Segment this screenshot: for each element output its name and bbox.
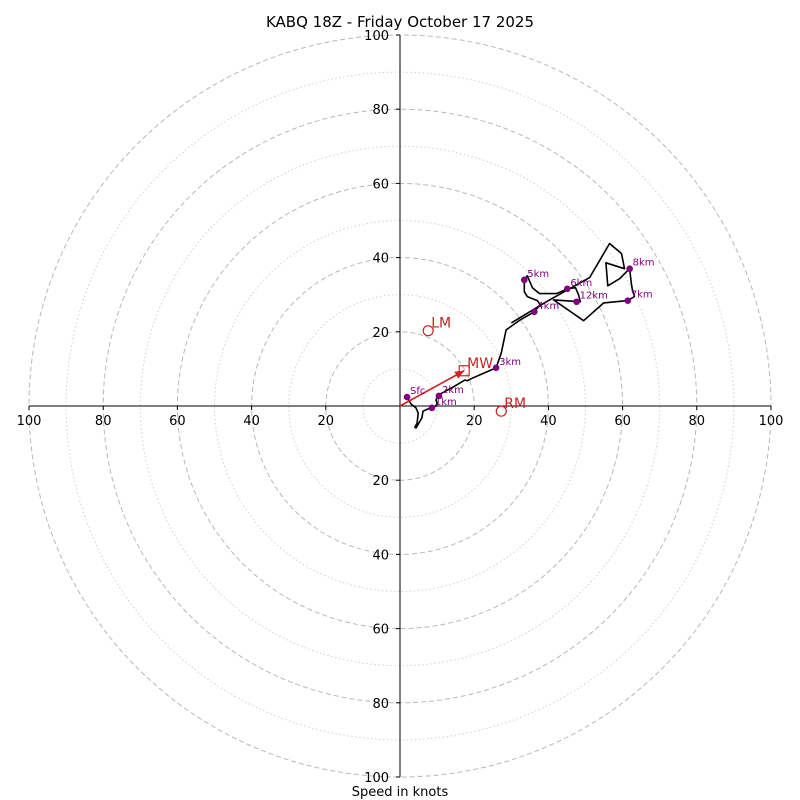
y-tick-label-8: 80 (372, 697, 389, 712)
height-point-12km (573, 298, 580, 306)
height-label-sfc: Sfc (410, 386, 425, 397)
x-tick-label-4: 20 (318, 414, 335, 429)
height-label-2km: 2km (442, 385, 464, 396)
height-label-8km: 8km (633, 258, 655, 269)
x-tick-label-7: 60 (614, 414, 631, 429)
height-label-5km: 5km (527, 269, 549, 280)
x-tick-label-3: 40 (243, 414, 260, 429)
hodograph-trace-group (406, 242, 636, 429)
x-tick-label-8: 80 (689, 414, 706, 429)
x-tick-label-1: 80 (95, 414, 112, 429)
height-point-sfc (403, 393, 411, 401)
y-tick-label-1: 80 (372, 103, 389, 118)
storm-motion-marker-mw (458, 365, 470, 377)
tick-labels: 100 80 60 40 20 20 40 60 80 100 100 80 60 40 20 20 40 60 8… (17, 29, 784, 786)
height-point-5km (520, 276, 528, 284)
height-label-12km: 12km (580, 291, 608, 302)
height-label-7km: 7km (631, 290, 653, 301)
chart-title: KABQ 18Z - Friday October 17 2025 (266, 13, 534, 31)
height-label-4km: 4km (537, 301, 559, 312)
storm-motion-label-lm: LM (431, 316, 451, 332)
height-label-1km: 1km (435, 397, 457, 408)
storm-motion-label-rm: RM (504, 396, 526, 412)
height-point-1km (428, 404, 436, 412)
x-tick-label-2: 60 (169, 414, 186, 429)
y-tick-label-6: 40 (372, 548, 389, 563)
height-point-2km (435, 392, 443, 400)
storm-motion-marker-rm (495, 405, 507, 417)
x-tick-label-6: 40 (540, 414, 557, 429)
storm-motion-marker-lm (422, 325, 434, 337)
y-tick-label-4: 20 (372, 326, 389, 341)
storm-motion-label-mw: MW (467, 356, 493, 372)
y-tick-label-2: 60 (372, 177, 389, 192)
y-tick-label-0: 100 (364, 29, 389, 44)
y-tick-label-3: 40 (372, 252, 389, 267)
height-point-3km (492, 364, 500, 372)
storm-motion-group: LM RM MW (399, 316, 526, 417)
x-tick-label-5: 20 (466, 414, 483, 429)
height-point-8km (626, 265, 633, 273)
height-point-4km (531, 308, 538, 316)
height-label-3km: 3km (499, 357, 521, 368)
y-tick-label-5: 20 (372, 474, 389, 489)
height-label-6km: 6km (570, 278, 592, 289)
mean-wind-arrow (399, 370, 465, 407)
y-tick-label-9: 100 (364, 771, 389, 786)
x-axis-label: Speed in knots (352, 785, 449, 800)
hodograph-trace (406, 242, 636, 429)
height-point-6km (564, 285, 571, 293)
x-tick-label-0: 100 (17, 414, 42, 429)
x-tick-label-9: 100 (759, 414, 784, 429)
height-point-7km (624, 297, 632, 304)
y-tick-label-7: 60 (372, 623, 389, 638)
